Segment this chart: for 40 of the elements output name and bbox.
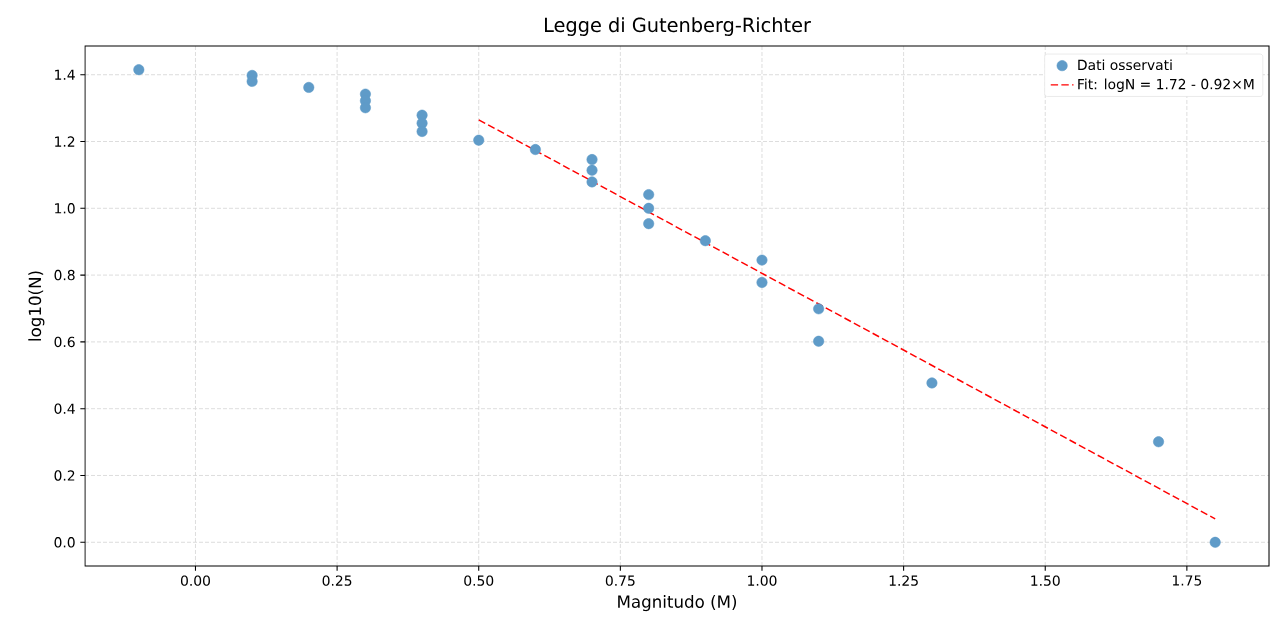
- x-tick-label: 1.00: [748, 575, 777, 586]
- y-tick-label: 1.0: [55, 203, 75, 214]
- x-tick-label: 0.75: [605, 575, 635, 586]
- point: [643, 218, 655, 230]
- point: [416, 126, 428, 137]
- point: [756, 254, 768, 266]
- point: [586, 154, 598, 166]
- y-tick-label: 0.6: [54, 336, 75, 348]
- x-tick-label: 0.50: [464, 575, 494, 586]
- x-axis-title: Magnitudo (M): [618, 595, 737, 612]
- point: [303, 81, 315, 93]
- x-tick-label: 1.75: [1172, 575, 1202, 586]
- y-axis-title: log10(N): [28, 271, 45, 341]
- point: [813, 303, 825, 315]
- point: [926, 377, 938, 389]
- point: [813, 335, 825, 347]
- point: [1209, 536, 1221, 548]
- point: [133, 64, 145, 76]
- x-tick-label: 1.50: [1031, 575, 1060, 586]
- point: [756, 276, 768, 288]
- point: [586, 176, 598, 188]
- x-tick-label: 0.25: [322, 575, 352, 586]
- point: [643, 202, 655, 214]
- y-tick-label: 0.2: [54, 470, 75, 481]
- y-tick-label: 1.2: [55, 136, 75, 147]
- legend-label: Fit: logN = 1.72 - 0.92×M: [1078, 78, 1254, 93]
- x-tick-label: 1.25: [889, 575, 918, 586]
- point: [643, 189, 655, 201]
- chart-title: Legge di Gutenberg-Richter: [545, 17, 811, 36]
- y-tick-label: 1.4: [55, 69, 75, 80]
- y-tick-label: 0.4: [54, 403, 75, 414]
- point: [699, 235, 711, 247]
- y-tick-label: 0.0: [54, 537, 75, 548]
- point: [473, 134, 485, 146]
- point: [1153, 436, 1165, 448]
- y-tick-label: 0.8: [54, 269, 75, 281]
- legend-label: Dati osservati: [1078, 59, 1172, 71]
- point: [529, 144, 541, 155]
- x-tick-label: 0.00: [180, 575, 210, 586]
- point: [586, 164, 598, 176]
